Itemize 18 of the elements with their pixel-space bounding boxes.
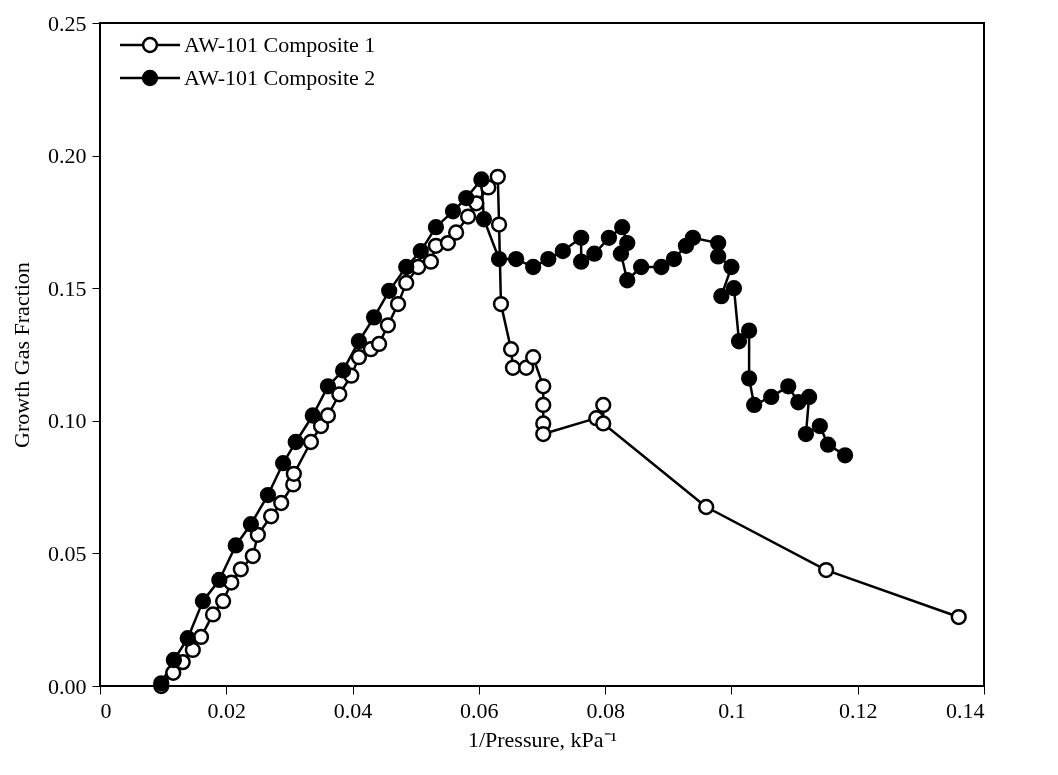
x-tick-label: 0.14 [946,697,985,723]
x-tick-label: 0.02 [207,697,247,723]
legend-label: AW-101 Composite 1 [184,32,376,57]
legend-label: AW-101 Composite 2 [184,65,376,90]
y-tick-label: 0.00 [48,673,87,699]
x-tick-label: 0.06 [460,697,499,723]
x-axis-title: 1/Pressure, kPa⁻¹ [467,726,618,752]
y-axis-title: Growth Gas Fraction [9,262,34,448]
y-tick-label: 0.15 [48,275,87,301]
y-tick-label: 0.25 [48,10,87,36]
x-tick-label: 0 [100,697,112,723]
x-tick-label: 0.1 [718,697,746,723]
x-tick-label: 0.08 [586,697,625,723]
y-tick-label: 0.20 [48,143,87,169]
x-tick-label: 0.04 [333,697,373,723]
y-tick-label: 0.10 [48,408,87,434]
y-tick-label: 0.05 [48,540,87,566]
x-tick-label: 0.12 [838,697,878,723]
